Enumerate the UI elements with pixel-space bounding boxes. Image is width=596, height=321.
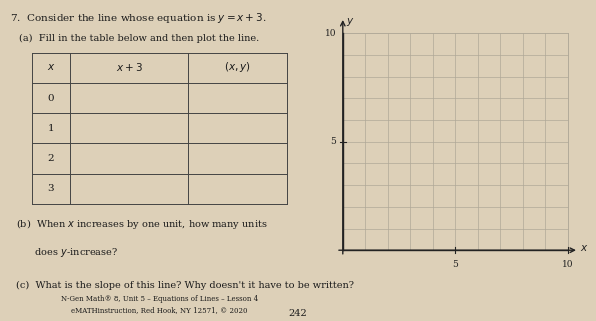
Text: 3: 3 <box>48 184 54 193</box>
Text: $x$: $x$ <box>46 63 55 73</box>
Text: N-Gen Math® 8, Unit 5 – Equations of Lines – Lesson 4: N-Gen Math® 8, Unit 5 – Equations of Lin… <box>61 295 258 303</box>
Text: $y$: $y$ <box>346 16 355 28</box>
Text: $x+3$: $x+3$ <box>116 61 142 74</box>
Text: 10: 10 <box>325 29 336 38</box>
Text: (b)  When $x$ increases by one unit, how many units: (b) When $x$ increases by one unit, how … <box>16 217 268 231</box>
Text: 2: 2 <box>48 154 54 163</box>
Text: $x$: $x$ <box>580 243 588 253</box>
Text: 5: 5 <box>452 260 458 269</box>
Text: does $y$-increase?: does $y$-increase? <box>16 246 118 258</box>
Text: eMATHinstruction, Red Hook, NY 12571, © 2020: eMATHinstruction, Red Hook, NY 12571, © … <box>71 306 248 314</box>
Text: (a)  Fill in the table below and then plot the line.: (a) Fill in the table below and then plo… <box>19 34 259 43</box>
Text: (c)  What is the slope of this line? Why doesn't it have to be written?: (c) What is the slope of this line? Why … <box>16 281 354 290</box>
Text: 1: 1 <box>48 124 54 133</box>
Text: 242: 242 <box>288 309 308 318</box>
Text: 10: 10 <box>562 260 573 269</box>
Text: $(x,y)$: $(x,y)$ <box>224 60 251 74</box>
Text: 5: 5 <box>330 137 336 146</box>
Text: 7.  Consider the line whose equation is $y = x+3$.: 7. Consider the line whose equation is $… <box>10 11 266 25</box>
Text: 0: 0 <box>48 94 54 103</box>
